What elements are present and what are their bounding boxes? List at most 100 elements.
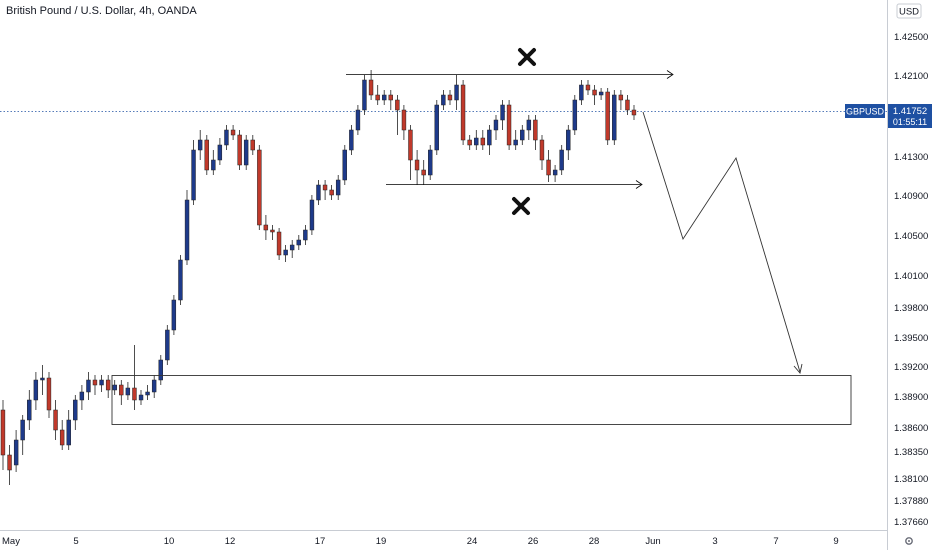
candle-body bbox=[441, 94, 446, 106]
x-tick-label: 10 bbox=[164, 536, 175, 547]
candle-body bbox=[257, 149, 262, 226]
candle-body bbox=[230, 129, 236, 136]
candle-body bbox=[401, 109, 407, 131]
candle-body bbox=[211, 159, 216, 171]
candle-body bbox=[546, 159, 551, 176]
candle-body bbox=[33, 379, 39, 401]
candle-body bbox=[250, 139, 255, 151]
candle-body bbox=[151, 379, 157, 393]
x-tick-label: 24 bbox=[467, 536, 478, 547]
candle-body bbox=[349, 129, 354, 151]
candle-body bbox=[53, 409, 58, 431]
candle-body bbox=[165, 329, 170, 361]
candle-body bbox=[132, 387, 137, 401]
y-tick-label: 1.39800 bbox=[894, 303, 928, 314]
candle-body bbox=[322, 184, 328, 191]
candle-body bbox=[355, 109, 361, 131]
gear-icon[interactable] bbox=[905, 537, 913, 545]
candle-body bbox=[79, 391, 85, 401]
candle-body bbox=[283, 249, 288, 256]
candle-body bbox=[197, 139, 203, 151]
x-tick-label: 5 bbox=[73, 536, 78, 547]
x-tick-label: 17 bbox=[315, 536, 326, 547]
y-axis-ticks: 1.42500 1.42100 1.41300 1.40900 1.40500 1.401… bbox=[894, 32, 928, 528]
candle-body bbox=[559, 149, 564, 171]
candle-body bbox=[585, 84, 591, 91]
candle-body bbox=[592, 89, 597, 96]
candle-body bbox=[73, 399, 78, 421]
candle-body bbox=[421, 169, 426, 176]
x-tick-label: 7 bbox=[773, 536, 778, 547]
x-tick-label: 12 bbox=[225, 536, 236, 547]
candle-body bbox=[579, 84, 584, 101]
projection-arrowhead bbox=[793, 363, 803, 374]
candle-body bbox=[454, 84, 459, 101]
candle-body bbox=[224, 129, 229, 146]
candle-body bbox=[526, 119, 532, 131]
candle-body bbox=[500, 104, 505, 121]
candle-body bbox=[487, 129, 492, 146]
demand-zone[interactable] bbox=[111, 375, 852, 425]
candle-body bbox=[204, 139, 209, 171]
candle-body bbox=[342, 149, 347, 181]
candle-body bbox=[309, 199, 315, 231]
candle-body bbox=[171, 299, 177, 331]
candle-body bbox=[434, 104, 439, 151]
candle-body bbox=[243, 139, 249, 166]
candle-body bbox=[368, 79, 374, 96]
candle-body bbox=[145, 391, 150, 396]
y-tick-label: 1.38600 bbox=[894, 423, 928, 434]
y-tick-label: 1.41300 bbox=[894, 152, 928, 163]
candle-body bbox=[618, 94, 624, 101]
candle-body bbox=[447, 94, 453, 101]
candle-body bbox=[539, 139, 545, 161]
candle-body bbox=[552, 169, 558, 176]
candle-body bbox=[184, 199, 190, 261]
candle-body bbox=[382, 94, 387, 101]
candles bbox=[0, 70, 637, 485]
candle-body bbox=[59, 429, 65, 446]
candle-body bbox=[480, 137, 486, 146]
candle-body bbox=[605, 91, 610, 141]
chart-title: British Pound / U.S. Dollar, 4h, OANDA bbox=[6, 5, 197, 17]
x-axis-ticks: May 5 10 12 17 19 24 26 28 Jun 3 7 9 bbox=[2, 536, 839, 547]
x-mark-bottom bbox=[512, 197, 530, 215]
candle-body bbox=[625, 99, 630, 111]
candle-body bbox=[13, 439, 19, 466]
candle-body bbox=[276, 231, 282, 256]
candle-body bbox=[513, 139, 518, 146]
countdown-label: 01:55:11 bbox=[893, 117, 927, 127]
symbol-label: GBPUSD bbox=[846, 107, 885, 117]
candle-body bbox=[191, 149, 196, 201]
candle-body bbox=[0, 409, 6, 456]
projection-path[interactable] bbox=[642, 111, 801, 373]
range-top-arrowhead bbox=[666, 70, 674, 79]
candle-body bbox=[533, 119, 538, 141]
candle-body bbox=[566, 129, 571, 151]
candle-body bbox=[125, 387, 131, 396]
y-tick-label: 1.42500 bbox=[894, 32, 928, 43]
candle-body bbox=[289, 244, 295, 251]
candle-body bbox=[263, 224, 269, 231]
candle-body bbox=[612, 94, 617, 141]
candle-body bbox=[112, 384, 117, 391]
y-tick-label: 1.38900 bbox=[894, 392, 928, 403]
candle-body bbox=[270, 229, 275, 233]
x-tick-label: 28 bbox=[589, 536, 600, 547]
candle-body bbox=[92, 379, 98, 386]
y-tick-label: 1.38100 bbox=[894, 474, 928, 485]
candle-body bbox=[506, 104, 512, 146]
candle-body bbox=[46, 377, 52, 411]
candle-body bbox=[66, 419, 71, 446]
x-tick-label: May bbox=[2, 536, 20, 547]
price-label: 1.41752 bbox=[893, 106, 927, 117]
range-bottom-arrowhead bbox=[635, 180, 643, 189]
candle-body bbox=[138, 394, 144, 401]
candle-body bbox=[493, 119, 499, 131]
candle-body bbox=[7, 454, 12, 471]
currency-label-box[interactable] bbox=[896, 3, 922, 19]
candle-body bbox=[467, 139, 472, 146]
symbol-label-box bbox=[845, 104, 885, 118]
